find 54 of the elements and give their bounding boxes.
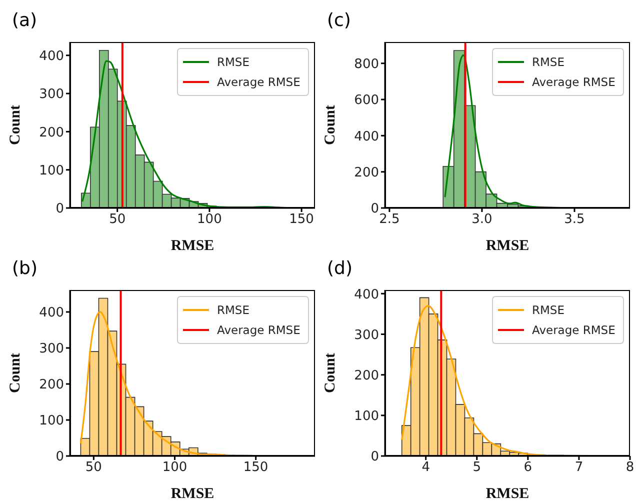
y-tick-label: 400 <box>354 129 379 144</box>
x-axis-title: RMSE <box>486 238 530 254</box>
x-tick-label: 4 <box>422 460 430 476</box>
y-axis-title: Count <box>7 352 24 394</box>
y-tick-label: 200 <box>354 368 379 384</box>
y-axis-title: Count <box>7 104 24 146</box>
y-axis-title: Count <box>322 352 338 394</box>
x-tick-label: 50 <box>109 212 126 228</box>
x-tick-label: 6 <box>524 460 532 476</box>
legend-label: Average RMSE <box>532 75 616 89</box>
x-tick-label: 100 <box>162 460 188 476</box>
legend-label: RMSE <box>532 303 564 317</box>
x-axis-title: RMSE <box>170 486 214 502</box>
legend-label: Average RMSE <box>532 323 616 337</box>
y-tick-label: 300 <box>354 328 379 343</box>
x-tick-label: 7 <box>574 460 584 476</box>
y-axis-title: Count <box>322 104 338 146</box>
legend-label: RMSE <box>217 55 250 69</box>
chart-title: (d) <box>327 258 352 279</box>
x-axis-title: RMSE <box>170 238 214 254</box>
x-tick-label: 2.5 <box>379 212 400 228</box>
x-tick-label: 3.0 <box>472 212 492 228</box>
y-tick-label: 400 <box>39 48 64 64</box>
x-tick-label: 150 <box>289 212 314 228</box>
y-tick-label: 0 <box>370 202 379 217</box>
legend-label: Average RMSE <box>217 323 300 337</box>
x-tick-label: 50 <box>85 460 102 476</box>
x-tick-label: 150 <box>243 460 268 476</box>
y-tick-label: 200 <box>39 378 64 393</box>
y-tick-label: 100 <box>354 409 379 424</box>
y-tick-label: 200 <box>39 125 64 140</box>
y-tick-label: 0 <box>370 450 379 465</box>
legend-label: RMSE <box>217 303 250 317</box>
legend-label: RMSE <box>532 55 564 69</box>
legend-label: Average RMSE <box>217 75 300 89</box>
chart-title: (c) <box>327 10 351 31</box>
chart-title: (b) <box>12 258 38 279</box>
y-tick-label: 300 <box>39 342 64 357</box>
x-tick-label: 5 <box>472 460 482 476</box>
y-tick-label: 100 <box>39 163 64 178</box>
y-tick-label: 600 <box>354 93 379 108</box>
chart-title: (a) <box>12 10 38 31</box>
y-tick-label: 200 <box>354 165 379 180</box>
y-tick-label: 0 <box>56 202 64 217</box>
x-axis-title: RMSE <box>486 486 530 502</box>
x-tick-label: 3.5 <box>564 212 585 228</box>
y-tick-label: 100 <box>39 414 64 429</box>
x-tick-label: 8 <box>626 460 634 476</box>
y-tick-label: 300 <box>39 87 64 102</box>
y-tick-label: 400 <box>39 306 64 321</box>
y-tick-label: 400 <box>354 287 379 302</box>
y-tick-label: 0 <box>56 450 64 465</box>
x-tick-label: 100 <box>197 212 222 228</box>
y-tick-label: 800 <box>354 56 379 72</box>
